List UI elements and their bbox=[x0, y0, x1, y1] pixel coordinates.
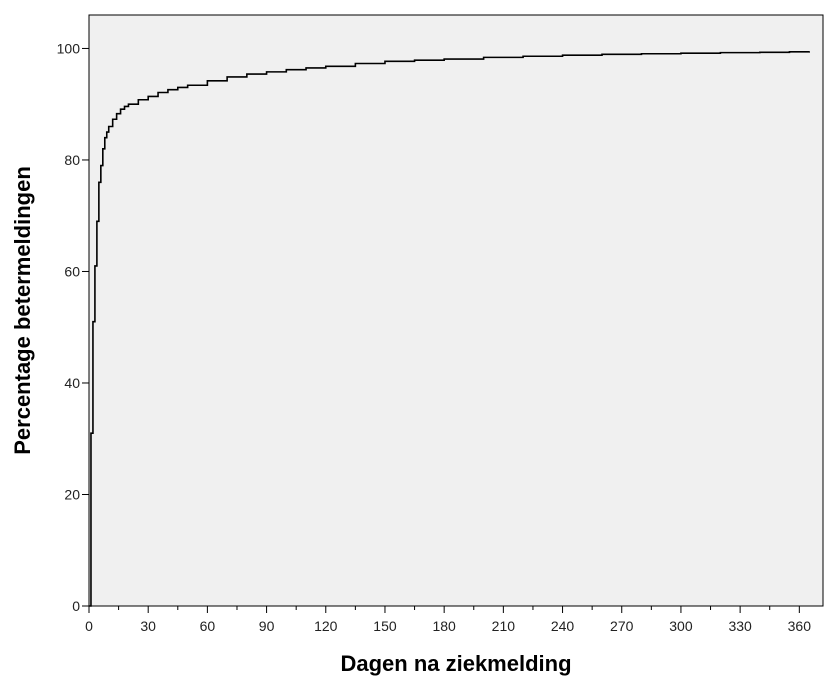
x-tick-label: 150 bbox=[373, 618, 397, 634]
y-tick-label: 0 bbox=[72, 598, 80, 614]
x-tick-label: 30 bbox=[140, 618, 156, 634]
x-tick-label: 90 bbox=[259, 618, 275, 634]
y-axis: 0 20 40 60 80 100 bbox=[57, 40, 89, 614]
x-tick-label: 120 bbox=[314, 618, 338, 634]
x-axis-title: Dagen na ziekmelding bbox=[340, 651, 571, 676]
plot-area bbox=[88, 14, 824, 607]
x-tick-label: 0 bbox=[85, 618, 93, 634]
y-tick-label: 60 bbox=[64, 263, 80, 279]
y-tick-label: 100 bbox=[57, 40, 81, 56]
y-tick-label: 80 bbox=[64, 152, 80, 168]
x-tick-label: 210 bbox=[492, 618, 516, 634]
x-tick-label: 240 bbox=[551, 618, 575, 634]
cumulative-percentage-line bbox=[89, 50, 810, 607]
x-tick-label: 180 bbox=[432, 618, 456, 634]
y-tick-label: 40 bbox=[64, 375, 80, 391]
x-tick-label: 270 bbox=[610, 618, 634, 634]
y-axis-title: Percentage betermeldingen bbox=[10, 166, 35, 455]
x-tick-label: 300 bbox=[669, 618, 693, 634]
x-tick-label: 60 bbox=[200, 618, 216, 634]
x-tick-label: 330 bbox=[728, 618, 752, 634]
y-tick-label: 20 bbox=[64, 486, 80, 502]
x-axis: 0 30 60 90 120 150 180 210 240 270 300 330 360 bbox=[85, 606, 811, 634]
x-tick-label: 360 bbox=[788, 618, 812, 634]
